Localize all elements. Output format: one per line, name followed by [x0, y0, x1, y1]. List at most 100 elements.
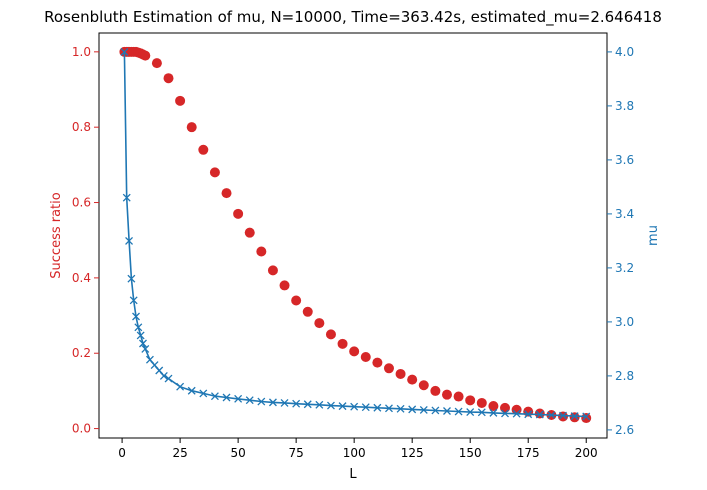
x-tick-label: 50	[230, 446, 245, 460]
x-tick-label: 100	[343, 446, 366, 460]
marker-stroke	[132, 312, 140, 321]
data-point-mu	[512, 409, 521, 418]
data-point-success-ratio	[534, 408, 545, 419]
data-point-mu	[477, 408, 486, 417]
marker-stroke	[292, 399, 301, 408]
left-tick-label: 0.8	[72, 120, 91, 134]
marker-stroke	[501, 409, 509, 418]
marker-stroke	[547, 411, 556, 420]
marker-stroke	[176, 382, 185, 391]
data-point-success-ratio	[441, 389, 452, 400]
marker-stroke	[120, 47, 129, 56]
data-point-mu	[210, 392, 219, 401]
marker-stroke	[155, 366, 164, 375]
data-point-mu	[570, 412, 579, 421]
right-tick-label: 3.0	[615, 315, 634, 329]
marker-stroke	[326, 401, 335, 410]
data-point-mu	[350, 402, 359, 411]
right-tick-label: 3.6	[615, 153, 634, 167]
data-point-success-ratio	[163, 73, 174, 84]
marker-stroke	[396, 404, 405, 413]
marker-stroke	[570, 412, 579, 421]
data-point-success-ratio	[453, 391, 464, 402]
data-point-success-ratio	[140, 50, 151, 61]
data-point-mu	[159, 371, 168, 380]
marker-stroke	[136, 331, 145, 340]
right-tick-label: 2.8	[615, 369, 634, 383]
data-point-success-ratio	[151, 58, 162, 69]
data-point-mu	[454, 407, 463, 416]
data-point-success-ratio	[430, 385, 441, 396]
x-tick-label: 175	[517, 446, 540, 460]
data-point-success-ratio	[186, 122, 197, 133]
left-tick-label: 0.2	[72, 346, 91, 360]
data-point-success-ratio	[175, 95, 186, 106]
data-point-mu	[396, 404, 405, 413]
marker-stroke	[210, 392, 219, 401]
data-point-success-ratio	[337, 338, 348, 349]
plot-frame	[98, 32, 608, 439]
data-point-mu	[303, 400, 312, 409]
data-point-mu	[134, 323, 143, 332]
data-point-success-ratio	[291, 295, 302, 306]
marker-stroke	[122, 193, 131, 202]
data-point-mu	[139, 339, 147, 348]
data-point-success-ratio	[500, 402, 511, 413]
x-tick-label: 75	[289, 446, 304, 460]
marker-stroke	[315, 400, 324, 409]
right-tick-label: 3.2	[615, 261, 634, 275]
data-point-mu	[176, 382, 185, 391]
data-point-success-ratio	[314, 318, 325, 329]
marker-stroke	[268, 398, 277, 407]
x-tick-label: 0	[118, 446, 126, 460]
x-axis: 0 25 50 75 100 125 150 175 200	[118, 438, 598, 460]
data-point-success-ratio	[581, 413, 592, 424]
marker-stroke	[350, 402, 359, 411]
data-point-success-ratio	[302, 306, 313, 317]
marker-stroke	[222, 393, 231, 402]
marker-stroke	[139, 339, 147, 348]
data-point-success-ratio	[407, 374, 418, 385]
marker-stroke	[234, 394, 243, 403]
marker-stroke	[431, 406, 440, 415]
data-point-success-ratio	[465, 395, 476, 406]
data-point-success-ratio	[511, 404, 522, 415]
data-point-mu	[431, 406, 440, 415]
data-point-mu	[222, 393, 231, 402]
data-point-mu	[164, 374, 173, 383]
marker-stroke	[303, 400, 312, 409]
data-point-mu	[136, 331, 145, 340]
left-tick-label: 0.4	[72, 271, 91, 285]
data-point-success-ratio	[233, 208, 244, 219]
marker-stroke	[385, 404, 393, 413]
marker-stroke	[199, 389, 208, 398]
data-point-success-ratio	[256, 246, 267, 257]
data-point-success-ratio	[198, 144, 209, 155]
data-point-mu	[199, 389, 208, 398]
data-point-success-ratio	[267, 265, 278, 276]
marker-stroke	[150, 361, 159, 370]
data-point-success-ratio	[569, 412, 580, 423]
data-point-mu	[315, 400, 324, 409]
left-tick-label: 0.6	[72, 196, 91, 210]
data-point-mu	[326, 401, 335, 410]
data-point-mu	[535, 410, 544, 419]
data-point-mu	[582, 412, 591, 421]
data-point-mu	[257, 397, 266, 406]
x-tick-label: 200	[575, 446, 598, 460]
data-point-success-ratio	[349, 346, 360, 357]
x-tick-label: 25	[172, 446, 187, 460]
marker-stroke	[338, 402, 347, 411]
marker-stroke	[419, 405, 428, 414]
left-axis: 0.0 0.2 0.4 0.6 0.8 1.0	[72, 45, 99, 436]
marker-stroke	[373, 403, 382, 412]
data-point-mu	[361, 403, 370, 412]
data-point-mu	[524, 410, 533, 419]
right-tick-label: 2.6	[615, 423, 634, 437]
data-point-success-ratio	[383, 363, 394, 374]
right-axis-label: mu	[646, 225, 661, 246]
data-point-mu	[408, 405, 417, 414]
data-point-mu	[132, 312, 140, 321]
data-point-mu	[559, 411, 567, 420]
data-point-mu	[187, 386, 196, 395]
